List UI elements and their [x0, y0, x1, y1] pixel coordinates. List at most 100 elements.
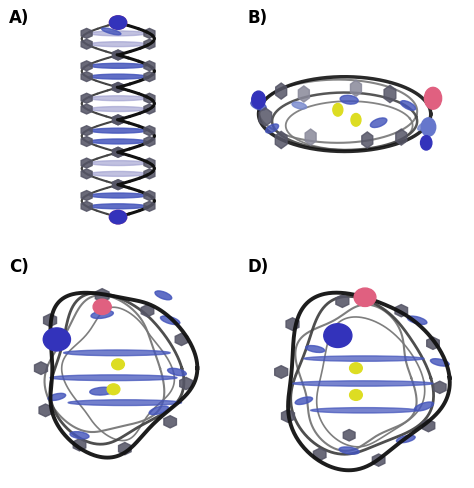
Ellipse shape: [48, 393, 66, 401]
Polygon shape: [144, 104, 155, 114]
Polygon shape: [81, 104, 92, 114]
Polygon shape: [112, 147, 124, 157]
Polygon shape: [144, 28, 155, 39]
Circle shape: [252, 91, 265, 108]
Polygon shape: [144, 72, 155, 81]
Ellipse shape: [155, 291, 172, 300]
Polygon shape: [81, 190, 92, 201]
Ellipse shape: [90, 74, 146, 79]
Polygon shape: [112, 147, 124, 157]
Text: A): A): [9, 9, 30, 27]
Polygon shape: [175, 333, 188, 346]
Ellipse shape: [418, 121, 430, 130]
Polygon shape: [305, 129, 316, 145]
Polygon shape: [112, 212, 124, 222]
Ellipse shape: [251, 101, 266, 110]
Circle shape: [109, 16, 127, 29]
Ellipse shape: [339, 447, 359, 454]
Ellipse shape: [304, 356, 424, 361]
Ellipse shape: [292, 102, 307, 109]
Polygon shape: [286, 318, 299, 330]
Polygon shape: [81, 126, 92, 136]
Polygon shape: [112, 115, 124, 125]
Circle shape: [109, 210, 127, 224]
Polygon shape: [422, 420, 435, 432]
Polygon shape: [73, 439, 86, 451]
Polygon shape: [144, 169, 155, 179]
Ellipse shape: [90, 96, 146, 101]
Ellipse shape: [90, 161, 146, 165]
Ellipse shape: [90, 41, 146, 47]
Polygon shape: [144, 39, 155, 49]
Ellipse shape: [295, 397, 312, 405]
Polygon shape: [259, 108, 272, 126]
Circle shape: [350, 389, 362, 400]
Ellipse shape: [90, 204, 146, 209]
Polygon shape: [112, 180, 124, 190]
Polygon shape: [81, 39, 92, 49]
Polygon shape: [275, 131, 287, 148]
Ellipse shape: [50, 375, 177, 381]
Polygon shape: [35, 362, 47, 374]
Polygon shape: [112, 50, 124, 60]
Ellipse shape: [70, 431, 89, 439]
Polygon shape: [164, 416, 176, 428]
Polygon shape: [81, 28, 92, 39]
Ellipse shape: [90, 387, 115, 395]
Ellipse shape: [90, 63, 146, 68]
Polygon shape: [350, 80, 362, 96]
Ellipse shape: [407, 316, 427, 325]
Polygon shape: [343, 429, 355, 441]
Polygon shape: [39, 404, 52, 417]
Ellipse shape: [90, 128, 146, 133]
Circle shape: [109, 210, 127, 224]
Polygon shape: [427, 337, 439, 349]
Polygon shape: [141, 305, 154, 317]
Ellipse shape: [310, 407, 417, 413]
Polygon shape: [144, 190, 155, 201]
Circle shape: [424, 87, 442, 109]
Ellipse shape: [101, 28, 121, 35]
Circle shape: [324, 324, 352, 347]
Polygon shape: [81, 61, 92, 71]
Ellipse shape: [90, 139, 146, 144]
Polygon shape: [144, 137, 155, 146]
Ellipse shape: [90, 31, 146, 36]
Polygon shape: [313, 448, 326, 461]
Polygon shape: [362, 132, 373, 148]
Polygon shape: [144, 202, 155, 211]
Circle shape: [354, 288, 376, 306]
Circle shape: [421, 118, 436, 136]
Polygon shape: [81, 137, 92, 146]
Text: B): B): [247, 9, 267, 27]
Circle shape: [109, 16, 127, 29]
Polygon shape: [180, 377, 192, 389]
Circle shape: [107, 384, 120, 395]
Polygon shape: [112, 18, 124, 27]
Ellipse shape: [91, 310, 113, 319]
Circle shape: [351, 114, 361, 126]
Polygon shape: [112, 115, 124, 125]
Ellipse shape: [90, 106, 146, 112]
Polygon shape: [144, 126, 155, 136]
Polygon shape: [396, 129, 407, 145]
Ellipse shape: [292, 381, 433, 386]
Polygon shape: [112, 212, 124, 222]
Ellipse shape: [90, 193, 146, 198]
Polygon shape: [144, 158, 155, 168]
Polygon shape: [336, 295, 349, 307]
Ellipse shape: [161, 316, 180, 325]
Ellipse shape: [68, 400, 182, 406]
Ellipse shape: [168, 368, 186, 376]
Ellipse shape: [414, 402, 434, 411]
Polygon shape: [144, 93, 155, 103]
Circle shape: [420, 136, 432, 150]
Polygon shape: [112, 18, 124, 27]
Polygon shape: [373, 454, 385, 466]
Ellipse shape: [90, 171, 146, 176]
Text: C): C): [9, 258, 29, 276]
Polygon shape: [384, 85, 396, 102]
Circle shape: [93, 299, 111, 314]
Polygon shape: [81, 72, 92, 81]
Ellipse shape: [340, 95, 358, 104]
